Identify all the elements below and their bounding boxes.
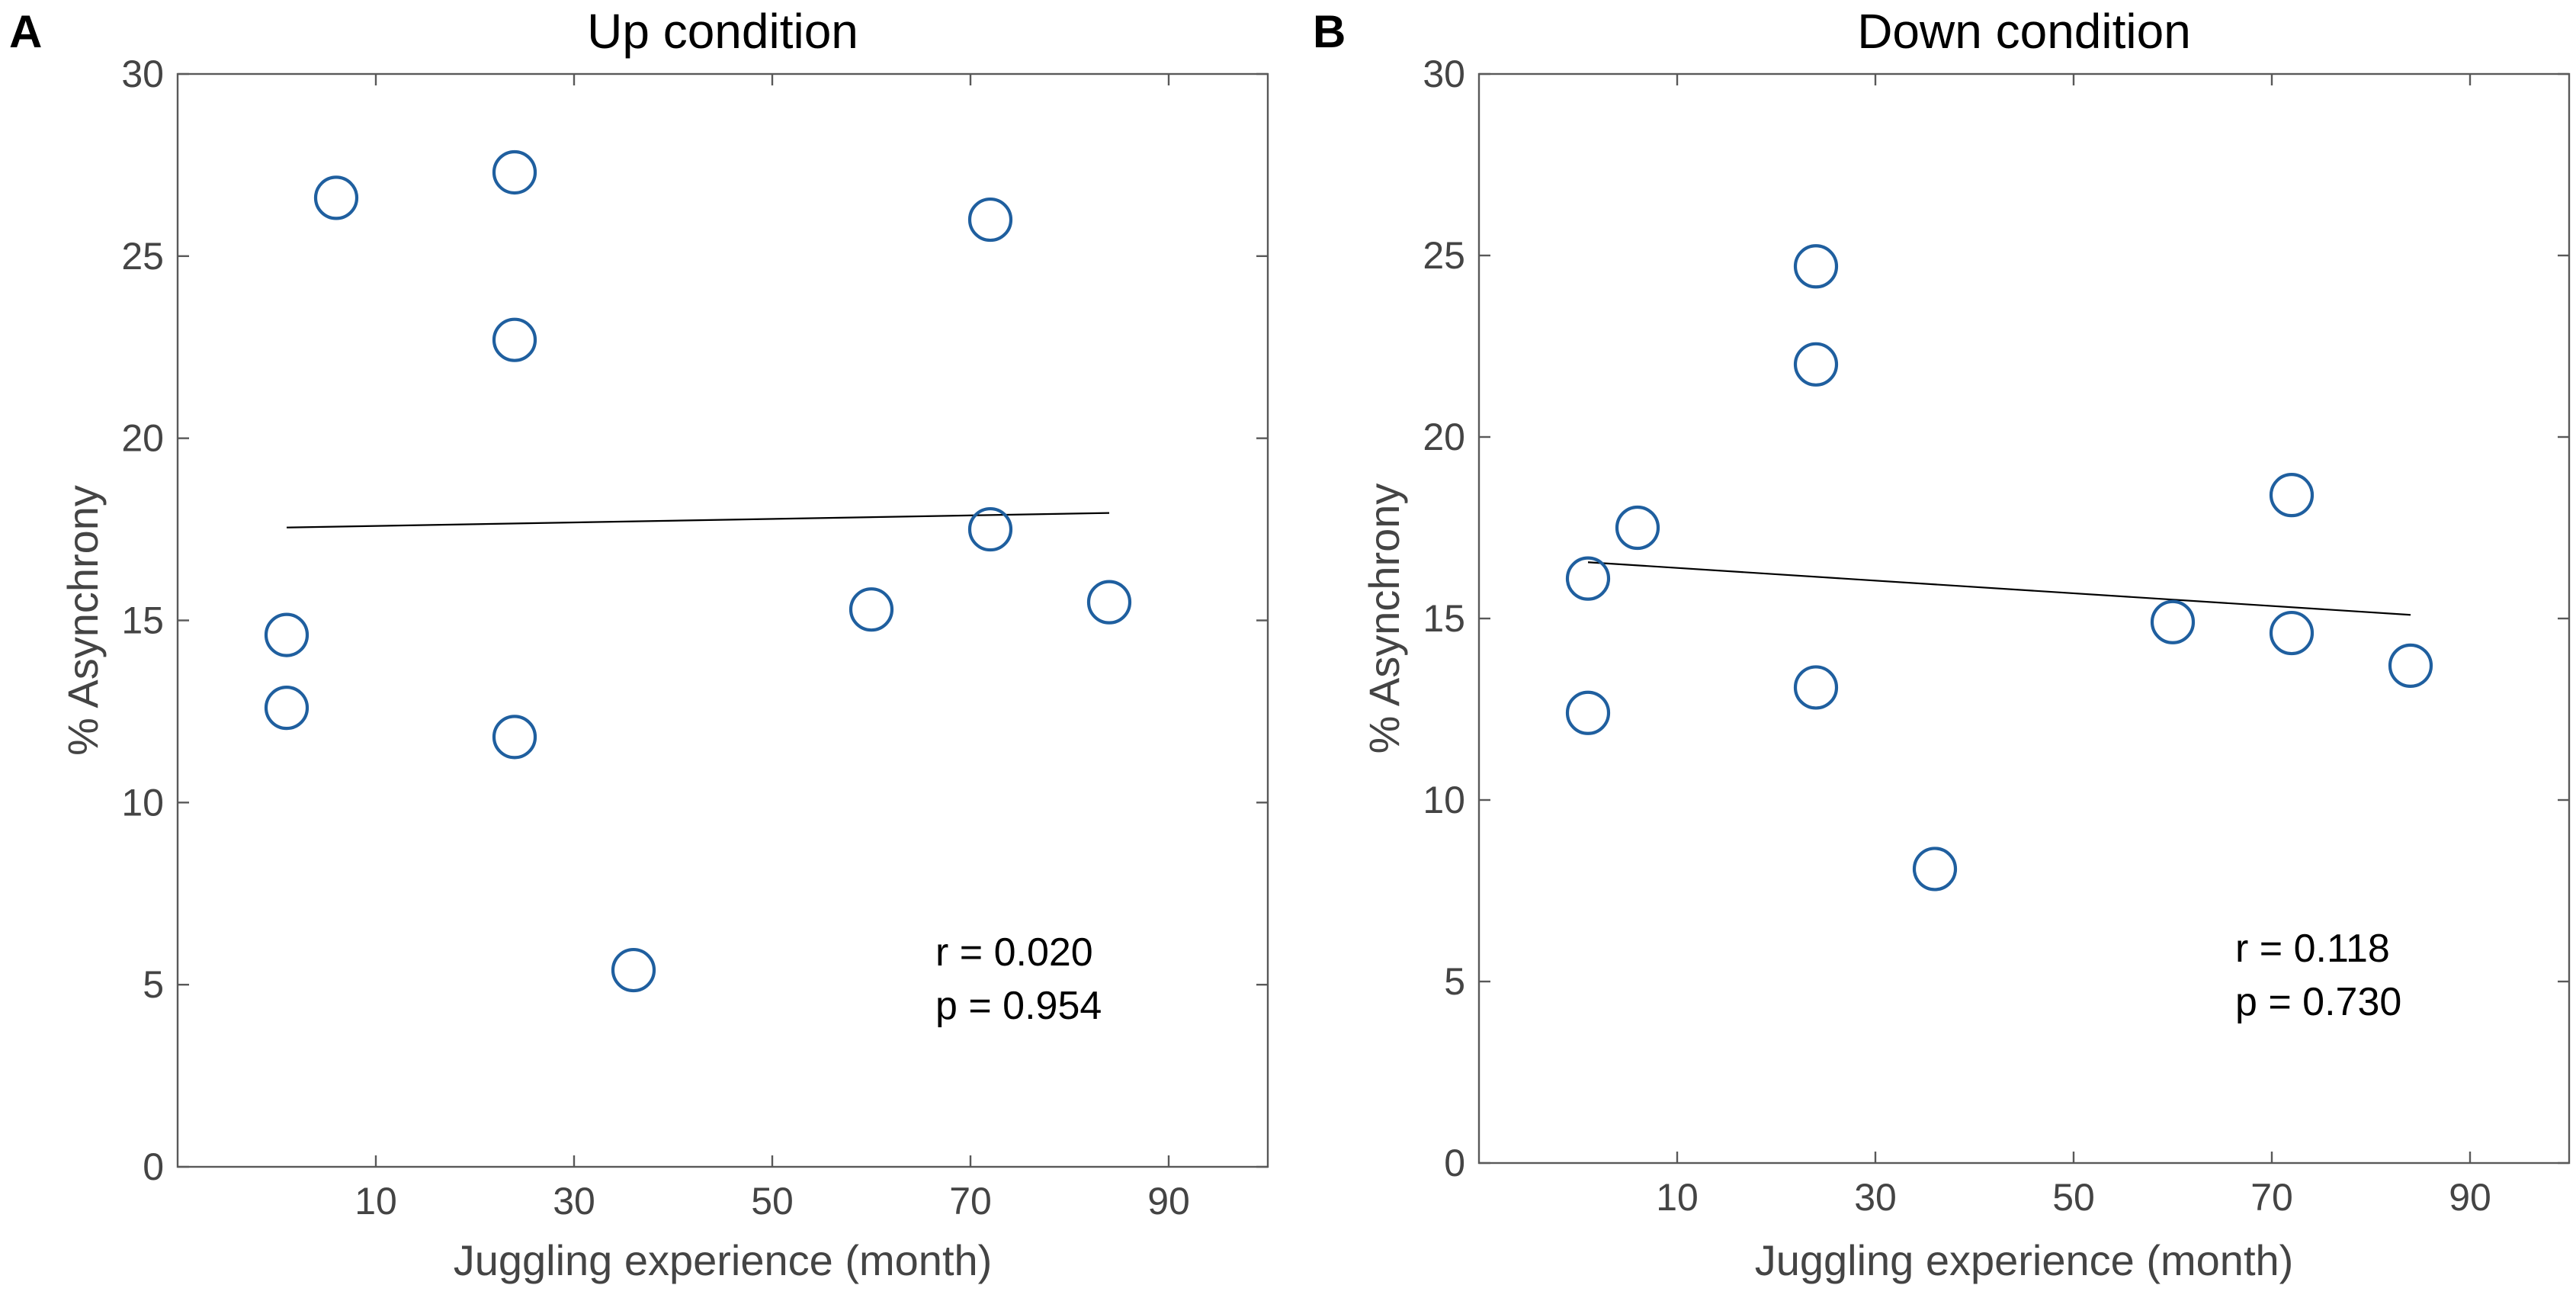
data-point (264, 686, 310, 731)
correlation-r: r = 0.020 (935, 930, 1093, 975)
x-tick-label: 70 (2250, 1176, 2293, 1219)
data-point (1086, 580, 1132, 625)
data-point (2388, 643, 2433, 688)
correlation-p: p = 0.954 (935, 984, 1102, 1028)
x-tick-label: 30 (1854, 1176, 1897, 1219)
x-tick-label: 90 (1147, 1180, 1190, 1222)
data-point (1793, 342, 1839, 387)
data-point (492, 715, 537, 760)
panel-b: B Down condition 0 5 10 15 20 25 30 10 30 50 70 90 Jug… (1313, 4, 2571, 1284)
x-tick-label: 10 (1656, 1176, 1699, 1219)
regression-line (286, 512, 1110, 529)
y-tick-label: 30 (121, 53, 164, 95)
data-point (1793, 665, 1839, 710)
x-tick-label: 90 (2449, 1176, 2491, 1219)
data-point (967, 506, 1013, 552)
y-axis-label: % Asynchrony (1360, 484, 1408, 754)
data-point (967, 197, 1013, 243)
data-point (1793, 244, 1839, 289)
data-point (2150, 599, 2196, 644)
panel-letter: B (1313, 6, 1346, 57)
y-tick-label: 0 (143, 1145, 164, 1188)
data-point (2269, 610, 2315, 656)
data-point (313, 175, 359, 220)
data-point (264, 612, 310, 657)
x-tick-label: 50 (751, 1180, 794, 1222)
x-tick-label: 50 (2052, 1176, 2095, 1219)
y-tick-label: 5 (1444, 960, 1465, 1003)
chart-title: Down condition (1857, 4, 2191, 59)
panel-letter: A (9, 6, 42, 57)
data-point (1565, 690, 1611, 735)
y-tick-label: 25 (121, 235, 164, 278)
y-tick-label: 20 (1423, 416, 1465, 458)
data-point (492, 149, 537, 195)
plot-frame (1477, 72, 2571, 1165)
data-point (492, 317, 537, 362)
regression-line (1587, 561, 2411, 616)
x-axis-label: Juggling experience (month) (1755, 1236, 2294, 1284)
data-point (1912, 847, 1958, 892)
data-point (1615, 505, 1660, 551)
y-tick-label: 0 (1444, 1142, 1465, 1184)
correlation-p: p = 0.730 (2235, 980, 2401, 1024)
y-tick-label: 10 (1423, 779, 1465, 821)
y-tick-label: 20 (121, 417, 164, 460)
y-tick-label: 10 (121, 781, 164, 824)
data-point (2269, 473, 2315, 518)
x-tick-label: 30 (553, 1180, 595, 1222)
x-tick-label: 70 (949, 1180, 992, 1222)
x-tick-label: 10 (354, 1180, 397, 1222)
y-tick-label: 15 (1423, 597, 1465, 640)
data-point (849, 587, 894, 632)
y-tick-label: 25 (1423, 234, 1465, 277)
y-axis-label: % Asynchrony (59, 485, 107, 756)
data-point (1565, 556, 1611, 601)
panel-a: A Up condition 0 5 10 15 20 25 30 10 30 50 70 90 Juggl… (9, 4, 1269, 1284)
correlation-r: r = 0.118 (2235, 927, 2390, 971)
data-point (611, 947, 656, 993)
chart-title: Up condition (587, 4, 858, 59)
y-tick-label: 15 (121, 599, 164, 642)
y-tick-label: 30 (1423, 53, 1465, 95)
y-tick-label: 5 (143, 963, 164, 1006)
x-axis-label: Juggling experience (month) (454, 1236, 993, 1284)
plot-frame (176, 72, 1269, 1168)
